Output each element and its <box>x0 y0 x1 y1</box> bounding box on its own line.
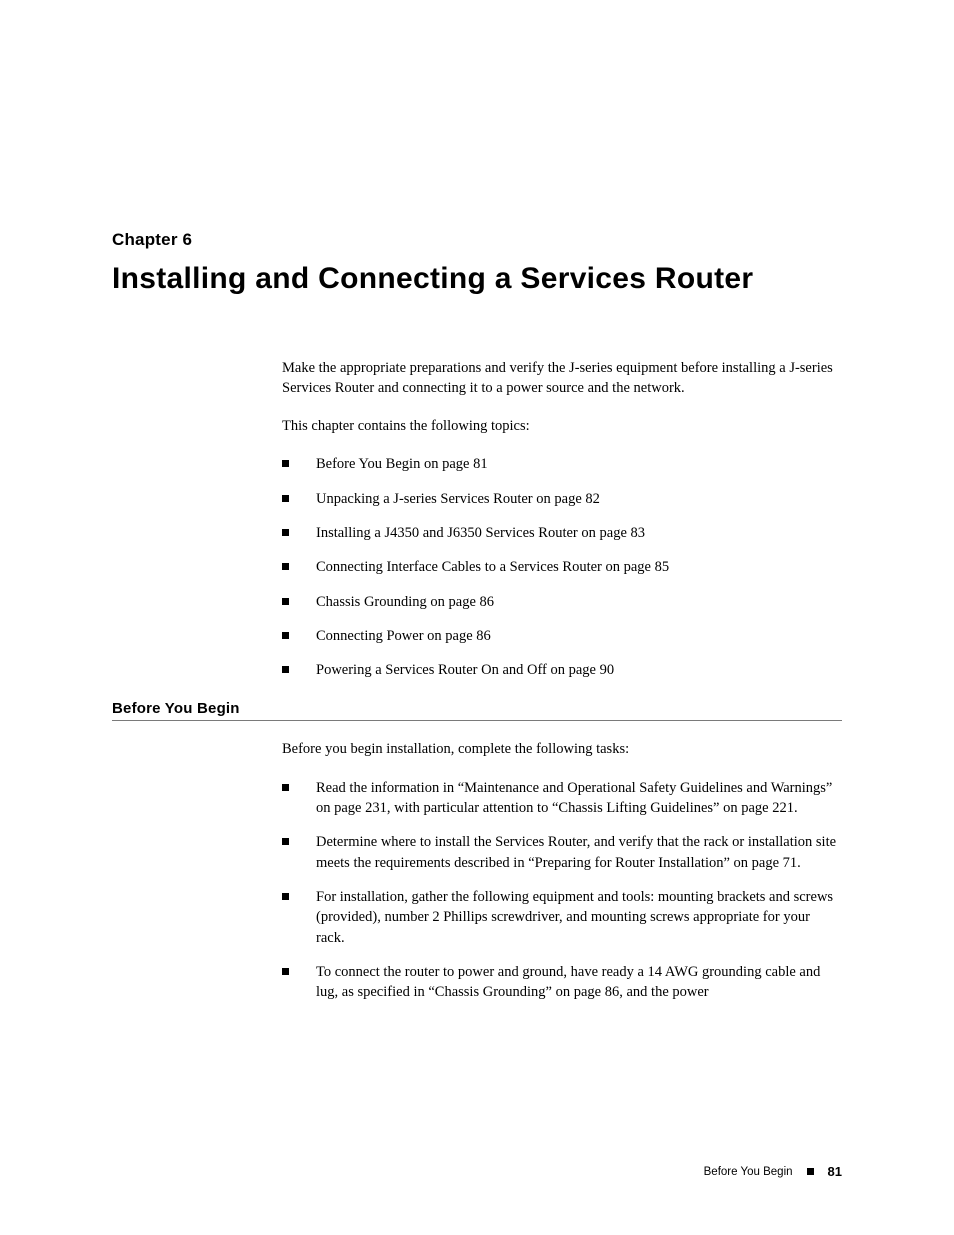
document-page: Chapter 6 Installing and Connecting a Se… <box>0 0 954 1235</box>
section-body: Before you begin installation, complete … <box>282 739 842 1002</box>
chapter-label: Chapter 6 <box>112 230 842 250</box>
tasks-list: Read the information in “Maintenance and… <box>282 778 842 1003</box>
topics-intro-paragraph: This chapter contains the following topi… <box>282 416 842 436</box>
list-item: For installation, gather the following e… <box>282 887 842 948</box>
footer-section-name: Before You Begin <box>704 1166 793 1178</box>
section-rule <box>112 720 842 721</box>
list-item: Installing a J4350 and J6350 Services Ro… <box>282 523 842 543</box>
square-bullet-icon <box>807 1168 814 1175</box>
section-intro-paragraph: Before you begin installation, complete … <box>282 739 842 759</box>
list-item: Chassis Grounding on page 86 <box>282 592 842 612</box>
chapter-title: Installing and Connecting a Services Rou… <box>112 260 842 298</box>
page-number: 81 <box>828 1164 842 1179</box>
list-item: Powering a Services Router On and Off on… <box>282 660 842 680</box>
list-item: Connecting Power on page 86 <box>282 626 842 646</box>
section-heading: Before You Begin <box>112 700 842 717</box>
intro-paragraph: Make the appropriate preparations and ve… <box>282 358 842 399</box>
page-footer: Before You Begin 81 <box>704 1164 842 1179</box>
list-item: Before You Begin on page 81 <box>282 454 842 474</box>
topics-list: Before You Begin on page 81 Unpacking a … <box>282 454 842 680</box>
list-item: Read the information in “Maintenance and… <box>282 778 842 819</box>
list-item: Connecting Interface Cables to a Service… <box>282 557 842 577</box>
list-item: To connect the router to power and groun… <box>282 962 842 1003</box>
intro-block: Make the appropriate preparations and ve… <box>282 358 842 681</box>
list-item: Unpacking a J-series Services Router on … <box>282 489 842 509</box>
list-item: Determine where to install the Services … <box>282 832 842 873</box>
